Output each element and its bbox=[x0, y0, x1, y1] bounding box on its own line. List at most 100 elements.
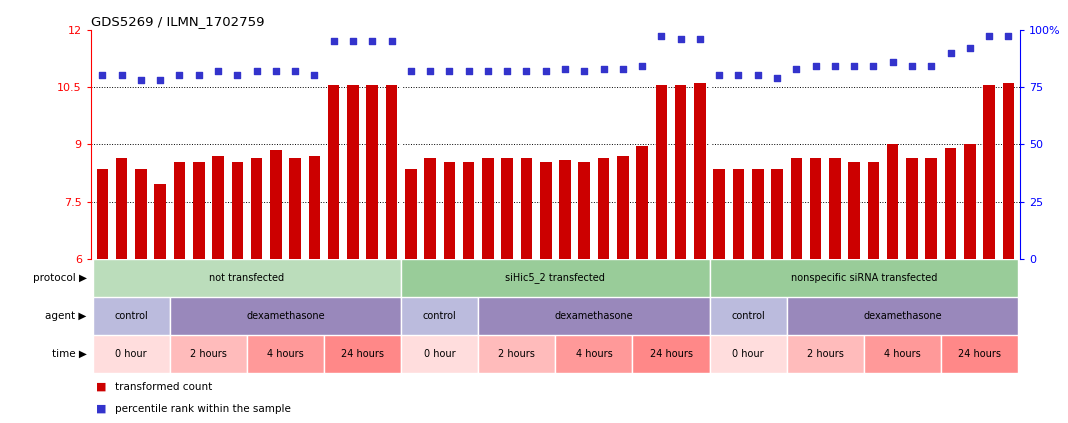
Point bbox=[305, 72, 323, 79]
Bar bbox=[93, 297, 170, 335]
Text: nonspecific siRNA transfected: nonspecific siRNA transfected bbox=[790, 273, 937, 283]
Point bbox=[537, 68, 554, 74]
Text: control: control bbox=[732, 311, 765, 321]
Bar bbox=[424, 158, 436, 259]
Bar bbox=[713, 169, 725, 259]
Bar bbox=[709, 335, 787, 373]
Point bbox=[152, 77, 169, 83]
Point bbox=[403, 68, 420, 74]
Point bbox=[556, 65, 574, 72]
Point bbox=[190, 72, 207, 79]
Bar bbox=[366, 85, 378, 259]
Bar bbox=[886, 144, 898, 259]
Bar bbox=[170, 335, 247, 373]
Bar bbox=[174, 162, 185, 259]
Bar bbox=[540, 162, 551, 259]
Point bbox=[846, 63, 863, 70]
Point bbox=[942, 49, 959, 56]
Point bbox=[209, 68, 226, 74]
Point bbox=[171, 72, 188, 79]
Bar bbox=[289, 158, 301, 259]
Point bbox=[94, 72, 111, 79]
Text: GDS5269 / ILMN_1702759: GDS5269 / ILMN_1702759 bbox=[91, 16, 264, 28]
Point bbox=[865, 63, 882, 70]
Point bbox=[807, 63, 824, 70]
Text: 4 hours: 4 hours bbox=[267, 349, 304, 359]
Bar bbox=[155, 184, 166, 259]
Text: ■: ■ bbox=[96, 382, 107, 392]
Point bbox=[904, 63, 921, 70]
Text: transformed count: transformed count bbox=[115, 382, 213, 392]
Bar bbox=[675, 85, 687, 259]
Point bbox=[248, 68, 265, 74]
Bar bbox=[926, 158, 937, 259]
Bar bbox=[709, 259, 1018, 297]
Point bbox=[961, 44, 978, 51]
Text: dexamethasone: dexamethasone bbox=[554, 311, 633, 321]
Text: control: control bbox=[114, 311, 148, 321]
Bar bbox=[579, 162, 590, 259]
Bar bbox=[864, 335, 941, 373]
Text: 24 hours: 24 hours bbox=[649, 349, 692, 359]
Bar bbox=[478, 297, 709, 335]
Bar bbox=[694, 83, 706, 259]
Point bbox=[614, 65, 631, 72]
Text: 0 hour: 0 hour bbox=[424, 349, 456, 359]
Point bbox=[827, 63, 844, 70]
Bar bbox=[328, 85, 340, 259]
Bar bbox=[867, 162, 879, 259]
Bar bbox=[478, 335, 555, 373]
Point bbox=[344, 38, 361, 44]
Point bbox=[691, 36, 708, 42]
Bar bbox=[521, 158, 532, 259]
Point bbox=[769, 74, 786, 81]
Text: 2 hours: 2 hours bbox=[190, 349, 226, 359]
Point bbox=[286, 68, 303, 74]
Text: ■: ■ bbox=[96, 404, 107, 414]
Bar bbox=[1003, 83, 1015, 259]
Text: percentile rank within the sample: percentile rank within the sample bbox=[115, 404, 292, 414]
Bar bbox=[790, 158, 802, 259]
Bar bbox=[247, 335, 324, 373]
Bar bbox=[598, 158, 610, 259]
Bar bbox=[270, 150, 282, 259]
Bar bbox=[752, 169, 764, 259]
Point bbox=[422, 68, 439, 74]
Bar bbox=[213, 156, 224, 259]
Point bbox=[364, 38, 381, 44]
Text: 4 hours: 4 hours bbox=[884, 349, 921, 359]
Bar bbox=[555, 335, 632, 373]
Bar bbox=[945, 148, 956, 259]
Bar bbox=[251, 158, 263, 259]
Point bbox=[576, 68, 593, 74]
Bar bbox=[443, 162, 455, 259]
Point bbox=[923, 63, 940, 70]
Bar bbox=[829, 158, 841, 259]
Bar bbox=[501, 158, 513, 259]
Bar bbox=[462, 162, 474, 259]
Text: dexamethasone: dexamethasone bbox=[863, 311, 942, 321]
Bar bbox=[309, 156, 320, 259]
Text: siHic5_2 transfected: siHic5_2 transfected bbox=[505, 272, 606, 283]
Point bbox=[518, 68, 535, 74]
Bar bbox=[848, 162, 860, 259]
Bar bbox=[964, 144, 975, 259]
Text: 24 hours: 24 hours bbox=[958, 349, 1001, 359]
Bar bbox=[984, 85, 995, 259]
Bar bbox=[632, 335, 709, 373]
Text: time ▶: time ▶ bbox=[51, 349, 87, 359]
Bar bbox=[907, 158, 917, 259]
Point bbox=[633, 63, 650, 70]
Point bbox=[113, 72, 130, 79]
Point bbox=[480, 68, 497, 74]
Bar bbox=[560, 159, 570, 259]
Bar bbox=[709, 297, 787, 335]
Bar bbox=[347, 85, 359, 259]
Bar bbox=[136, 169, 146, 259]
Text: control: control bbox=[423, 311, 457, 321]
Text: dexamethasone: dexamethasone bbox=[246, 311, 325, 321]
Bar bbox=[386, 85, 397, 259]
Bar bbox=[170, 297, 402, 335]
Point bbox=[595, 65, 612, 72]
Point bbox=[750, 72, 767, 79]
